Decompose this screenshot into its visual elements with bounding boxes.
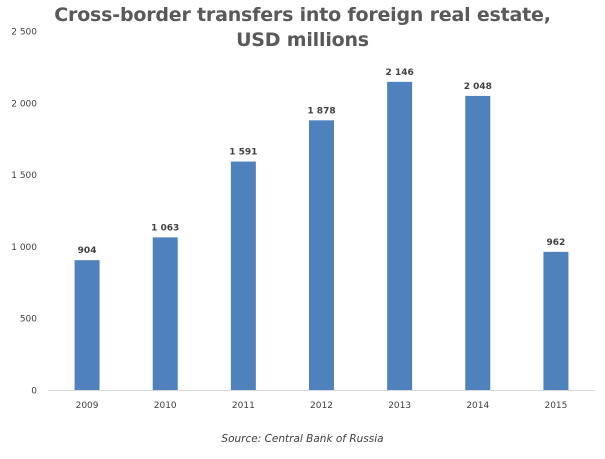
y-tick-label: 2 000	[11, 99, 37, 109]
x-tick-label: 2014	[466, 401, 489, 411]
x-tick-label: 2009	[76, 401, 99, 411]
y-tick-label: 1 500	[11, 171, 37, 181]
bar	[152, 237, 178, 390]
bar	[465, 95, 491, 391]
chart-title-line-1: Cross-border transfers into foreign real…	[54, 4, 551, 26]
y-tick-label: 500	[20, 315, 37, 325]
x-tick-label: 2015	[544, 401, 567, 411]
data-label: 1 878	[307, 106, 335, 116]
bar	[543, 251, 569, 390]
x-tick-label: 2010	[154, 401, 177, 411]
data-label: 904	[78, 246, 97, 256]
x-tick-label: 2013	[388, 401, 411, 411]
y-tick-label: 1 000	[11, 243, 37, 253]
data-label: 1 063	[151, 223, 179, 233]
y-tick-label: 0	[31, 387, 37, 397]
data-label: 1 591	[229, 148, 257, 158]
data-label: 962	[547, 238, 566, 248]
source-note: Source: Central Bank of Russia	[221, 433, 384, 445]
data-label: 2 048	[464, 82, 492, 92]
x-tick-label: 2012	[310, 401, 333, 411]
bar	[309, 120, 334, 390]
chart-title-line-2: USD millions	[236, 29, 369, 51]
x-tick-label: 2011	[232, 401, 255, 411]
data-label: 2 146	[386, 68, 414, 78]
bar	[387, 81, 413, 390]
y-tick-label: 2 500	[11, 28, 37, 38]
bar	[230, 161, 256, 390]
bar	[74, 260, 100, 390]
